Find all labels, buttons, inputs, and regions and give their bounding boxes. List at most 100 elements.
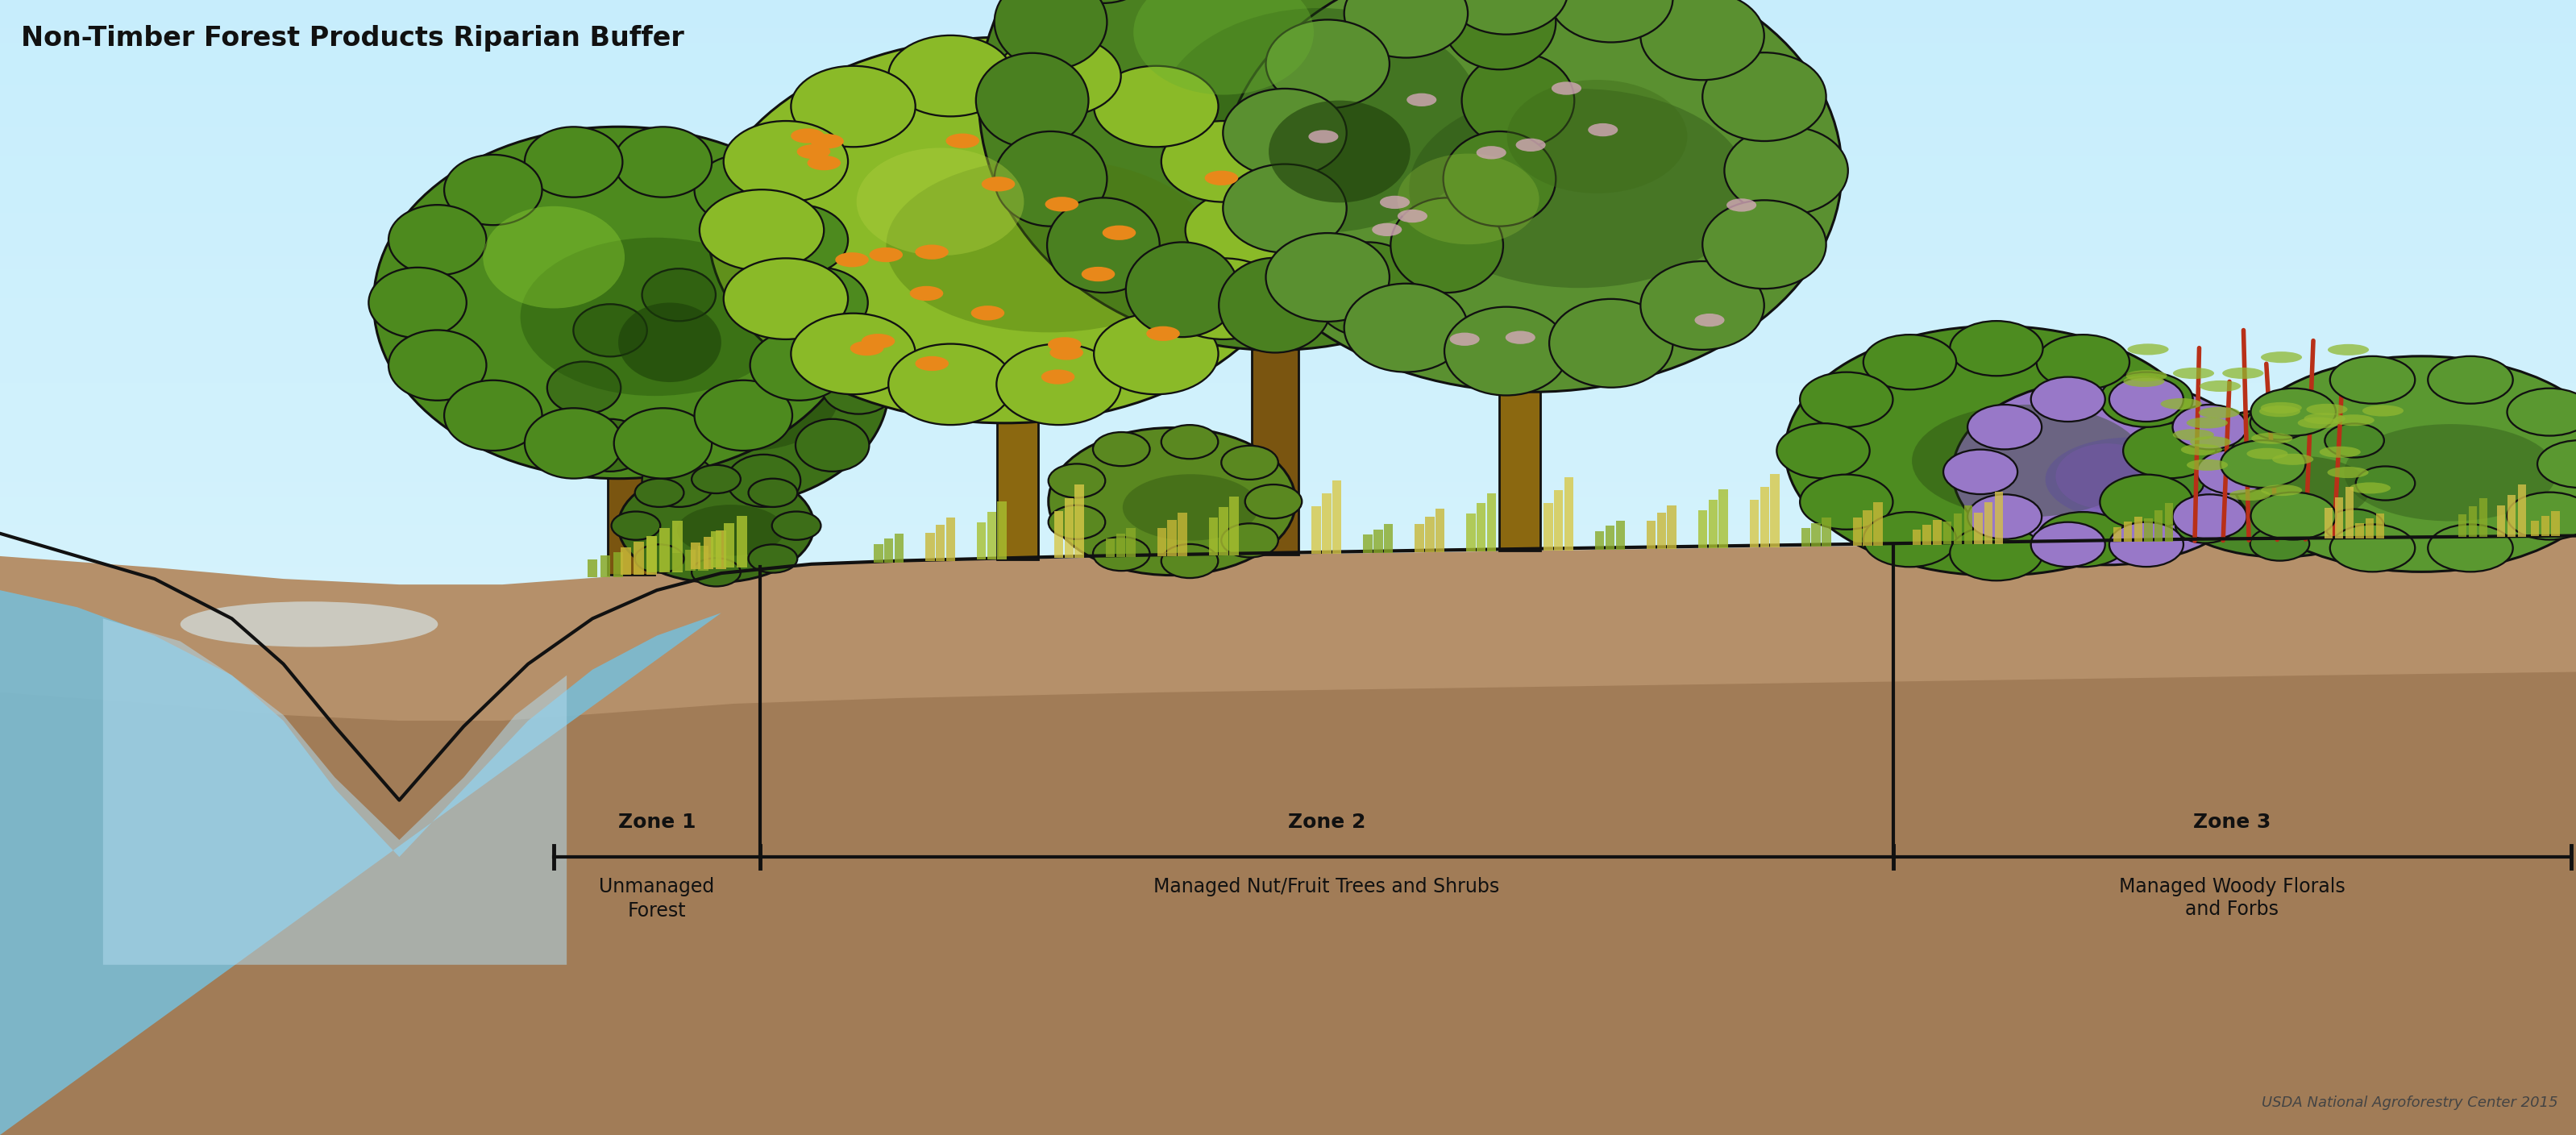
Ellipse shape (2177, 423, 2236, 457)
Ellipse shape (2251, 527, 2308, 561)
Ellipse shape (2045, 437, 2215, 521)
Ellipse shape (2187, 418, 2228, 429)
Circle shape (1041, 370, 1074, 385)
Bar (1167, 520, 1177, 556)
Bar (1311, 506, 1321, 554)
Ellipse shape (2537, 440, 2576, 488)
Ellipse shape (2197, 407, 2239, 419)
Circle shape (1450, 333, 1479, 346)
Ellipse shape (2099, 474, 2192, 529)
Ellipse shape (822, 362, 896, 414)
Ellipse shape (484, 207, 623, 309)
Ellipse shape (1345, 0, 1468, 58)
Bar (2154, 511, 2164, 541)
Ellipse shape (1048, 428, 1296, 575)
Ellipse shape (2251, 388, 2336, 436)
Ellipse shape (1396, 153, 1540, 244)
Ellipse shape (2099, 372, 2192, 427)
Ellipse shape (708, 37, 1301, 423)
Ellipse shape (1345, 284, 1468, 372)
Ellipse shape (2187, 460, 2228, 471)
Ellipse shape (690, 465, 742, 494)
Ellipse shape (2429, 356, 2514, 404)
Bar (1698, 511, 1708, 548)
Ellipse shape (180, 602, 438, 647)
Bar (976, 522, 987, 560)
Text: Zone 3: Zone 3 (2192, 813, 2272, 832)
Bar (1749, 501, 1759, 547)
Bar (608, 456, 654, 575)
Ellipse shape (520, 237, 788, 396)
Ellipse shape (2251, 493, 2336, 539)
Circle shape (1551, 82, 1582, 95)
Bar (2123, 522, 2133, 541)
Ellipse shape (1048, 464, 1105, 498)
Bar (1074, 485, 1084, 558)
Bar (690, 543, 701, 570)
Ellipse shape (770, 268, 868, 338)
Bar (685, 549, 696, 571)
Bar (1932, 520, 1942, 545)
Polygon shape (0, 536, 2576, 1135)
Ellipse shape (1443, 0, 1556, 69)
Bar (2164, 503, 2174, 541)
Ellipse shape (2262, 402, 2303, 413)
Ellipse shape (526, 127, 623, 197)
Circle shape (914, 245, 948, 260)
Ellipse shape (1048, 505, 1105, 539)
Ellipse shape (2161, 398, 2202, 410)
Ellipse shape (1133, 0, 1314, 94)
Bar (1942, 521, 1953, 545)
Bar (696, 485, 721, 570)
Ellipse shape (2303, 413, 2344, 424)
Bar (2334, 497, 2344, 539)
Ellipse shape (554, 269, 889, 507)
Ellipse shape (2030, 522, 2105, 566)
Ellipse shape (979, 0, 1571, 350)
Text: USDA National Agroforestry Center 2015: USDA National Agroforestry Center 2015 (2262, 1095, 2558, 1110)
Ellipse shape (724, 121, 848, 202)
Ellipse shape (997, 35, 1121, 117)
Ellipse shape (677, 505, 786, 556)
Ellipse shape (1224, 0, 1842, 392)
Ellipse shape (1507, 79, 1687, 193)
Ellipse shape (654, 344, 840, 451)
Ellipse shape (1950, 321, 2043, 376)
Bar (659, 528, 670, 572)
Bar (1543, 503, 1553, 550)
Bar (1973, 513, 1984, 544)
Text: Zone 1: Zone 1 (618, 813, 696, 832)
Bar (2365, 519, 2375, 538)
Polygon shape (103, 619, 567, 965)
Ellipse shape (2506, 388, 2576, 436)
Ellipse shape (1445, 306, 1569, 395)
Ellipse shape (889, 344, 1012, 424)
Bar (1332, 480, 1342, 554)
Ellipse shape (2172, 495, 2246, 539)
Bar (1922, 524, 1932, 545)
Ellipse shape (2151, 410, 2409, 557)
Ellipse shape (726, 269, 801, 321)
Ellipse shape (2354, 466, 2416, 501)
Ellipse shape (2128, 344, 2169, 355)
Bar (1435, 508, 1445, 552)
Ellipse shape (1224, 89, 1347, 177)
Ellipse shape (1162, 424, 1218, 459)
Bar (1414, 524, 1425, 552)
Ellipse shape (2324, 423, 2383, 457)
Ellipse shape (443, 380, 541, 451)
Polygon shape (0, 672, 2576, 1135)
Circle shape (791, 128, 824, 143)
Ellipse shape (701, 190, 824, 270)
Ellipse shape (1862, 335, 1955, 389)
Bar (1615, 521, 1625, 549)
Ellipse shape (1311, 242, 1425, 337)
Bar (672, 520, 683, 572)
Circle shape (806, 155, 840, 170)
Circle shape (1399, 210, 1427, 222)
Ellipse shape (2123, 376, 2164, 387)
Bar (634, 541, 644, 574)
Bar (987, 512, 997, 560)
Circle shape (850, 340, 884, 355)
Ellipse shape (2174, 368, 2215, 379)
